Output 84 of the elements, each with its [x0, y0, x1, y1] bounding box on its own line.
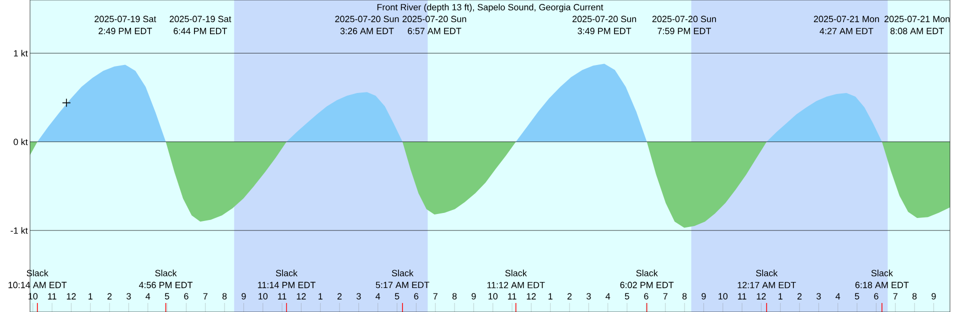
x-tick-label: 2: [567, 293, 572, 300]
annotation: Slack: [505, 270, 527, 276]
x-tick-label: 2: [797, 293, 802, 300]
annotation: 12:17 AM EDT: [738, 282, 796, 288]
annotation: 11:14 PM EDT: [258, 282, 316, 288]
x-tick-label: 4: [606, 293, 610, 300]
annotation: Slack: [276, 270, 298, 276]
annotation: Slack: [756, 270, 778, 276]
x-tick-label: 5: [394, 293, 400, 300]
annotation: 6:57 AM EDT: [408, 28, 462, 34]
x-tick-label: 11: [508, 293, 516, 300]
x-tick-label: 9: [932, 293, 936, 300]
x-tick-label: 10: [258, 293, 268, 300]
x-tick-label: 6: [184, 293, 188, 300]
x-tick-label: 4: [146, 293, 150, 300]
x-tick-label: 12: [296, 293, 306, 300]
annotation: 2025-07-20 Sun: [335, 16, 399, 22]
x-tick-label: 4: [836, 293, 840, 300]
annotation: Slack: [392, 270, 414, 276]
annotation: 2025-07-21 Mon: [814, 16, 879, 22]
x-tick-label: 12: [526, 293, 536, 300]
x-tick-label: 2: [338, 293, 342, 300]
annotation: 6:18 AM EDT: [855, 282, 909, 288]
annotation: 2025-07-20 Sun: [652, 16, 716, 22]
y-tick-label: 1 kt: [14, 50, 28, 56]
annotation: 4:27 AM EDT: [820, 28, 874, 34]
x-tick-label: 7: [893, 293, 898, 300]
x-tick-label: 1: [548, 293, 552, 300]
x-tick-label: 8: [452, 293, 457, 300]
x-tick-label: 3: [586, 293, 591, 300]
x-tick-label: 6: [414, 293, 418, 300]
x-tick-label: 1: [778, 293, 782, 300]
annotation: 2025-07-20 Sun: [402, 16, 466, 22]
x-tick-label: 10: [28, 293, 38, 300]
annotation: Slack: [871, 270, 893, 276]
annotation: 5:17 AM EDT: [376, 282, 430, 288]
x-tick-label: 7: [663, 293, 668, 300]
annotation: 3:49 PM EDT: [578, 28, 632, 34]
x-tick-label: 4: [376, 293, 380, 300]
x-tick-label: 1: [88, 293, 92, 300]
x-tick-label: 9: [702, 293, 706, 300]
x-tick-label: 6: [644, 293, 648, 300]
annotation: 4:56 PM EDT: [138, 282, 193, 288]
x-tick-label: 5: [854, 293, 860, 300]
x-tick-label: 6: [874, 293, 878, 300]
annotation: 2:49 PM EDT: [98, 28, 152, 34]
annotation: 10:14 AM EDT: [8, 282, 67, 288]
annotation: 8:08 AM EDT: [890, 28, 944, 34]
x-tick-label: 11: [48, 293, 56, 300]
x-tick-label: 11: [278, 293, 286, 300]
annotation: Slack: [155, 270, 177, 276]
y-tick-label: 0 kt: [14, 138, 28, 146]
x-tick-label: 7: [433, 293, 438, 300]
x-tick-label: 12: [66, 293, 76, 300]
x-tick-label: 5: [624, 293, 630, 300]
x-tick-label: 5: [164, 293, 170, 300]
x-tick-label: 9: [242, 293, 246, 300]
x-tick-label: 3: [816, 293, 821, 300]
x-tick-label: 8: [222, 293, 227, 300]
annotation: 6:44 PM EDT: [174, 28, 228, 34]
annotation: 2025-07-19 Sat: [170, 16, 232, 22]
annotation: 3:26 AM EDT: [340, 28, 394, 34]
chart-title: Front River (depth 13 ft), Sapelo Sound, Georgia Current: [377, 4, 604, 12]
x-tick-label: 9: [472, 293, 476, 300]
x-tick-label: 10: [488, 293, 498, 300]
x-tick-label: 3: [126, 293, 131, 300]
annotation: 2025-07-20 Sun: [572, 16, 636, 22]
x-tick-label: 2: [108, 293, 112, 300]
x-tick-label: 8: [912, 293, 917, 300]
annotation: 6:02 PM EDT: [620, 282, 674, 288]
x-tick-label: 1: [318, 293, 322, 300]
x-tick-label: 10: [718, 293, 728, 300]
annotation: 11:12 AM EDT: [487, 282, 545, 288]
x-tick-label: 3: [356, 293, 361, 300]
annotation: 2025-07-19 Sat: [94, 16, 156, 22]
x-tick-label: 8: [682, 293, 687, 300]
y-tick-label: -1 kt: [10, 227, 28, 234]
annotation: Slack: [26, 270, 48, 276]
annotation: 7:59 PM EDT: [658, 28, 712, 34]
annotation: Slack: [636, 270, 658, 276]
x-tick-label: 7: [203, 293, 208, 300]
x-tick-label: 11: [738, 293, 746, 300]
x-tick-label: 12: [756, 293, 766, 300]
annotation: 2025-07-21 Mon: [884, 16, 950, 22]
